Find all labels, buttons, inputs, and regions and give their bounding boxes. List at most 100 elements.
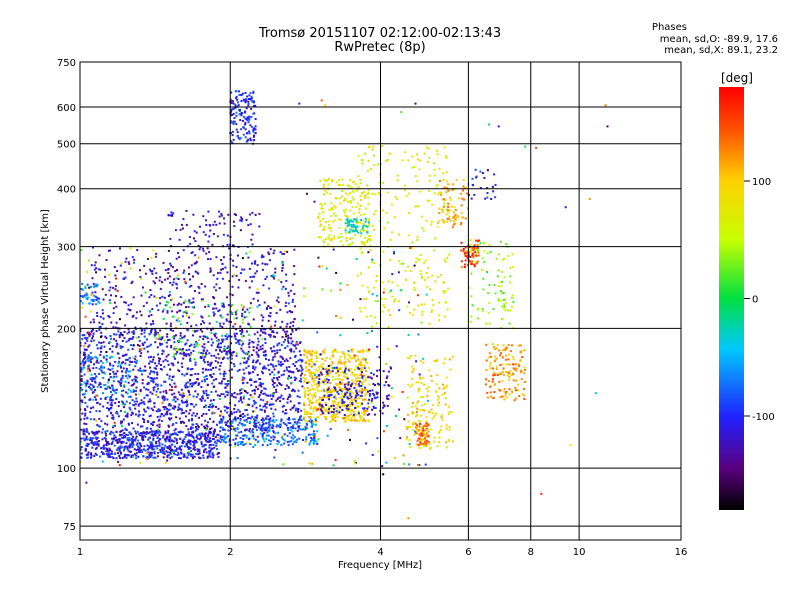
data-point (118, 446, 121, 449)
data-point (174, 229, 177, 232)
data-point (178, 256, 181, 259)
data-point (312, 423, 315, 426)
data-point (210, 354, 213, 357)
data-point (109, 362, 111, 365)
data-point (193, 448, 196, 451)
data-point (223, 305, 226, 308)
data-point (353, 180, 356, 183)
data-point (239, 397, 242, 400)
data-point (234, 416, 237, 419)
data-point (195, 395, 198, 398)
data-point (258, 423, 261, 426)
data-point (481, 310, 484, 313)
data-point (224, 372, 227, 375)
data-point (111, 399, 114, 402)
data-point (509, 267, 512, 270)
data-point (159, 449, 162, 451)
data-point (319, 371, 322, 374)
data-point (199, 225, 201, 228)
data-point (205, 219, 207, 222)
data-point (234, 434, 237, 437)
data-point (154, 445, 157, 448)
data-point (364, 411, 366, 414)
data-point (186, 386, 189, 389)
data-point (353, 356, 356, 359)
data-point (94, 442, 96, 445)
data-point (488, 322, 491, 325)
data-point (298, 437, 301, 440)
data-point (218, 287, 221, 290)
data-point (412, 401, 414, 404)
data-point (417, 204, 420, 207)
data-point (411, 241, 414, 244)
data-point (129, 337, 132, 340)
data-point (205, 451, 208, 454)
data-point (85, 423, 88, 426)
data-point (186, 321, 189, 324)
data-point (288, 417, 290, 419)
data-point (305, 413, 308, 416)
data-point (263, 440, 266, 443)
data-point (151, 448, 154, 451)
data-point (268, 429, 271, 432)
data-point (448, 253, 451, 256)
data-point (347, 193, 350, 196)
data-point (220, 418, 223, 421)
data-point (291, 443, 294, 446)
data-point (180, 388, 183, 391)
data-point (112, 386, 114, 389)
data-point (178, 407, 181, 410)
data-point (188, 452, 190, 455)
data-point (297, 359, 300, 362)
data-point (81, 412, 84, 415)
data-point (207, 368, 210, 371)
data-point (445, 208, 448, 211)
data-point (284, 301, 287, 304)
data-point (369, 389, 371, 392)
data-point (111, 345, 114, 348)
data-point (207, 435, 210, 438)
data-point (361, 420, 364, 423)
data-point (150, 453, 153, 456)
data-point (283, 360, 286, 363)
data-point (216, 394, 219, 397)
data-point (84, 448, 87, 451)
data-point (364, 377, 367, 380)
data-point (262, 422, 265, 425)
data-point (351, 408, 353, 411)
data-point (291, 340, 294, 343)
data-point (99, 383, 102, 386)
data-point (466, 250, 468, 253)
data-point (264, 417, 267, 420)
data-point (177, 391, 180, 394)
data-point (442, 221, 445, 224)
data-point (232, 138, 235, 141)
data-point (195, 324, 198, 327)
data-point (280, 374, 283, 377)
data-point (112, 457, 115, 460)
data-point (367, 366, 370, 369)
data-point (218, 210, 220, 213)
data-point (238, 93, 241, 96)
data-point (192, 383, 195, 386)
data-point (497, 269, 500, 272)
data-point (293, 390, 296, 393)
data-point (90, 453, 92, 456)
data-point (84, 355, 87, 358)
data-point (219, 364, 222, 367)
data-point (334, 388, 337, 391)
data-point (233, 317, 236, 320)
data-point (113, 301, 116, 304)
data-point (113, 338, 115, 341)
data-point (207, 210, 210, 213)
data-point (345, 218, 348, 221)
data-point (329, 381, 332, 384)
data-point (182, 249, 185, 252)
data-point (354, 225, 357, 228)
data-point (240, 93, 243, 96)
data-point (246, 308, 249, 311)
data-point (339, 232, 342, 235)
data-point (220, 393, 223, 396)
data-point (314, 379, 317, 382)
data-point (235, 95, 238, 98)
